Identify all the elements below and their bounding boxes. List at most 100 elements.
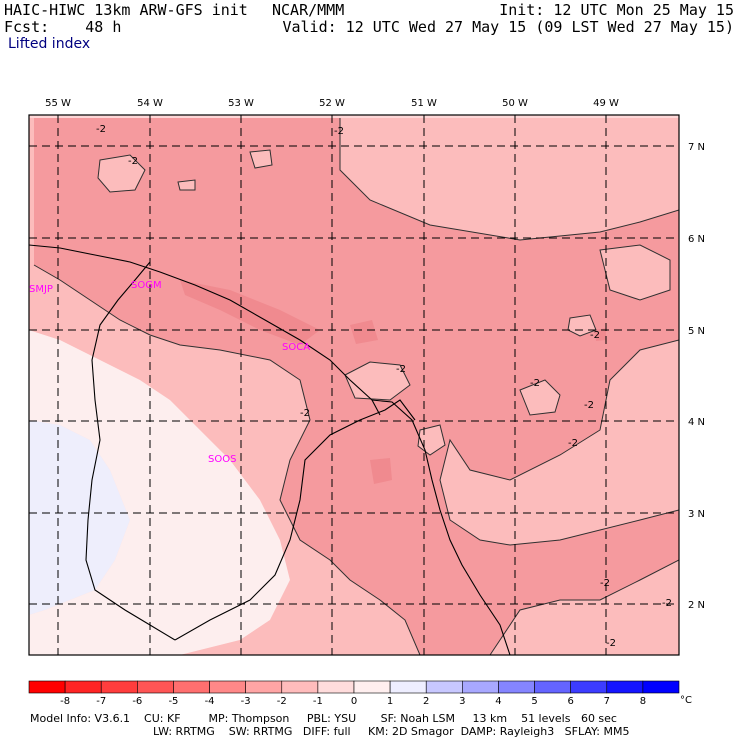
field-region-minus2 (418, 425, 445, 455)
lat-label: 2 N (688, 600, 705, 611)
coastline-borders (28, 244, 511, 656)
contour-value-labels: -2 -2 -2 -2 -2 -2 -2 -2 -2 -2 -2 -2 (96, 124, 672, 649)
lat-lon-grid (29, 115, 679, 655)
border-central (174, 399, 416, 641)
field-region-minus2 (98, 155, 145, 192)
border-west (85, 261, 176, 641)
lon-label: 53 W (228, 98, 254, 109)
colorbar (28, 680, 680, 694)
field-region-minus2 (520, 380, 560, 415)
init-time: Init: 12 UTC Mon 25 May 15 (499, 1, 734, 19)
colorbar-tick-label: -6 (132, 696, 142, 707)
colorbar-swatch (606, 680, 644, 694)
lat-labels: 7 N 6 N 5 N 4 N 3 N 2 N (688, 142, 705, 611)
colorbar-tick-label: 5 (531, 696, 537, 707)
footer-model-info: Model Info: V3.6.1 CU: KF MP: Thompson P… (30, 712, 617, 725)
field-region-minus2 (250, 150, 272, 168)
contour-label: -2 (584, 400, 594, 411)
contour-label: -2 (128, 156, 138, 167)
colorbar-tick-label: 1 (387, 696, 393, 707)
colorbar-ticks: -8 -7 -6 -5 -4 -3 -2 -1 0 1 2 3 4 5 6 7 8 (60, 696, 646, 707)
field-region-minus2 (600, 245, 670, 300)
lifted-index-field (29, 115, 679, 655)
lon-label: 50 W (502, 98, 528, 109)
lon-label: 54 W (137, 98, 163, 109)
colorbar-tick-label: -3 (241, 696, 251, 707)
model-title: HAIC-HIWC 13km ARW-GFS init (4, 1, 248, 19)
fcst-value: 48 h (85, 18, 122, 36)
lon-label: 49 W (593, 98, 619, 109)
colorbar-swatch (245, 680, 283, 694)
field-region-minus4 (370, 458, 392, 484)
coastline (28, 244, 511, 656)
colorbar-swatch (64, 680, 102, 694)
colorbar-swatch (642, 680, 680, 694)
colorbar-swatch (317, 680, 355, 694)
colorbar-tick-label: 7 (604, 696, 610, 707)
field-name: Lifted index (8, 36, 91, 52)
lon-label: 52 W (319, 98, 345, 109)
contour-label: -2 (396, 364, 406, 375)
colorbar-tick-label: -7 (96, 696, 106, 707)
colorbar-tick-label: -5 (168, 696, 178, 707)
colorbar-unit: °C (680, 695, 692, 706)
field-region-minus4 (350, 320, 378, 344)
lat-label: 7 N (688, 142, 705, 153)
station-labels: SMJP SOGM SOCA SOOS (29, 280, 310, 465)
contour-label: -2 (662, 598, 672, 609)
colorbar-tick-label: 0 (351, 696, 357, 707)
station-label-soos: SOOS (208, 454, 236, 465)
colorbar-swatch (570, 680, 608, 694)
field-region-minus4 (180, 280, 320, 345)
colorbar-tick-label: -1 (313, 696, 323, 707)
colorbar-tick-label: -8 (60, 696, 70, 707)
colorbar-swatch (28, 680, 66, 694)
field-region-minus4 (595, 328, 606, 341)
colorbar-tick-label: 6 (567, 696, 573, 707)
colorbar-tick-label: 3 (459, 696, 465, 707)
forecast-hour: Fcst: 48 h (4, 19, 121, 35)
lon-label: 55 W (45, 98, 71, 109)
lat-label: 4 N (688, 417, 705, 428)
colorbar-swatch (462, 680, 499, 694)
colorbar-swatch (173, 680, 210, 694)
colorbar-swatch (209, 680, 246, 694)
colorbar-swatch (281, 680, 319, 694)
colorbar-swatch (137, 680, 174, 694)
station-label-smjp: SMJP (29, 284, 53, 295)
contour-label: -2 (568, 438, 578, 449)
station-label-sogm: SOGM (131, 280, 162, 291)
fcst-label: Fcst: (4, 18, 50, 36)
colorbar-swatch (534, 680, 571, 694)
field-region-plus1 (29, 420, 130, 615)
colorbar-tick-label: -2 (277, 696, 287, 707)
contour-lines (33, 118, 679, 655)
colorbar-swatch (389, 680, 427, 694)
lat-label: 5 N (688, 326, 705, 337)
station-label-soca: SOCA (282, 342, 310, 353)
map-frame (28, 114, 680, 656)
lon-label: 51 W (411, 98, 437, 109)
lat-label: 6 N (688, 234, 705, 245)
contour-label: -2 (590, 330, 600, 341)
contour-label: -2 (334, 126, 344, 137)
colorbar-swatch (353, 680, 391, 694)
river-1 (371, 399, 381, 416)
lat-label: 3 N (688, 509, 705, 520)
org-label: NCAR/MMM (272, 1, 345, 19)
colorbar-tick-label: 8 (640, 696, 646, 707)
valid-time: Valid: 12 UTC Wed 27 May 15 (09 LST Wed … (282, 18, 734, 36)
colorbar-swatch (498, 680, 535, 694)
colorbar-tick-label: 2 (423, 696, 429, 707)
lon-labels: 55 W 54 W 53 W 52 W 51 W 50 W 49 W (45, 98, 619, 109)
contour-label: -2 (530, 378, 540, 389)
colorbar-swatch (425, 680, 463, 694)
colorbar-tick-label: 4 (495, 696, 501, 707)
colorbar-tick-label: -4 (205, 696, 215, 707)
colorbar-swatch (100, 680, 138, 694)
contour-label: -2 (96, 124, 106, 135)
field-region-minus2 (568, 315, 596, 336)
footer-physics-info: LW: RRTMG SW: RRTMG DIFF: full KM: 2D Sm… (153, 725, 630, 738)
field-region-minus2 (178, 180, 195, 190)
